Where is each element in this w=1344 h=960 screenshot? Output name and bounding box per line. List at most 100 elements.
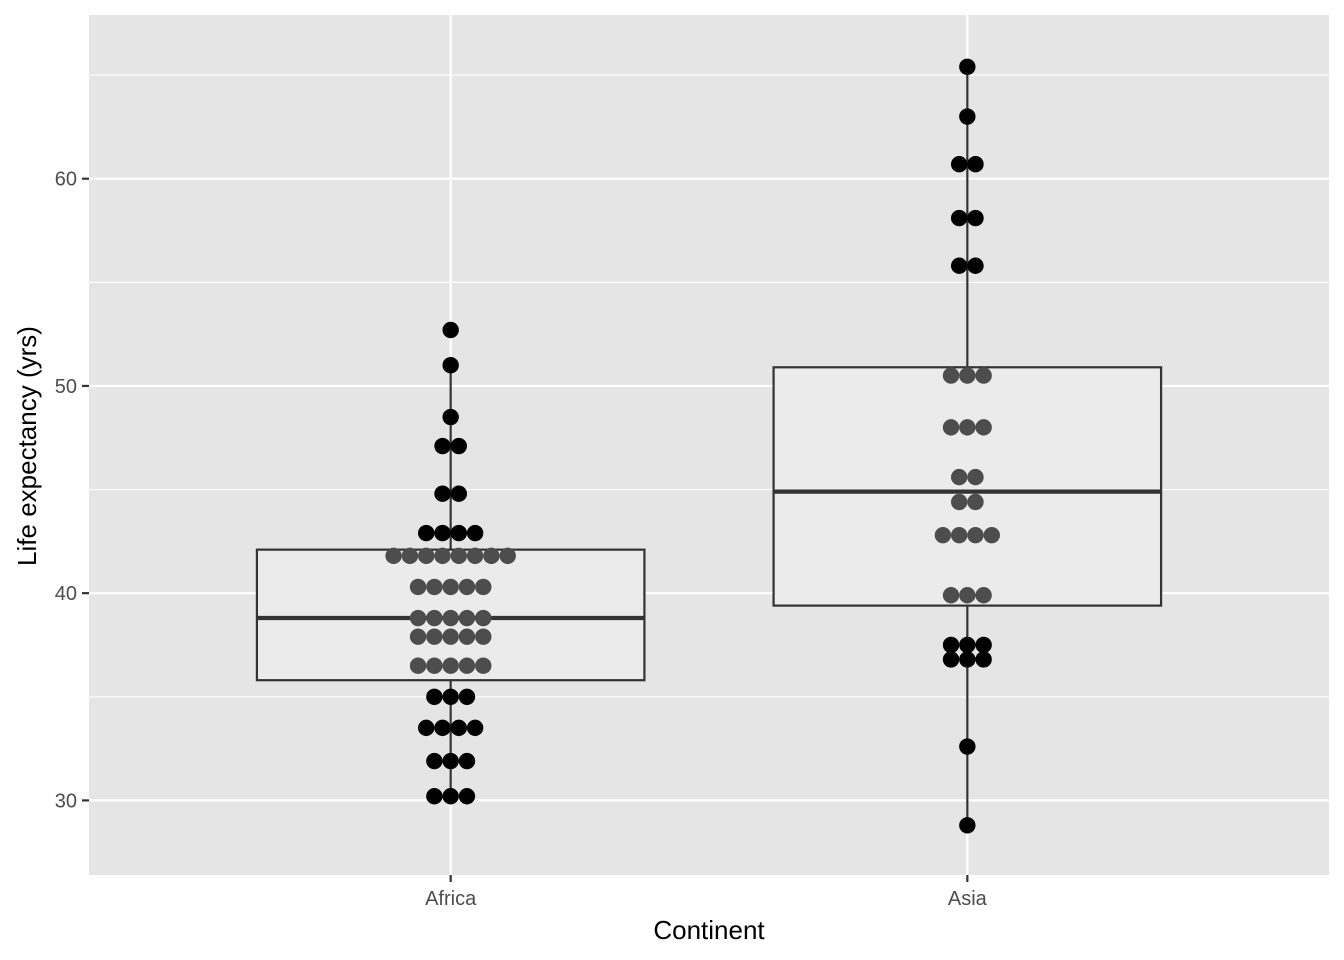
data-dot xyxy=(950,156,968,173)
data-dot xyxy=(959,636,976,654)
minor-gridlines xyxy=(89,74,1329,698)
data-dot xyxy=(450,437,468,455)
data-dot xyxy=(950,257,968,274)
dot-stacks xyxy=(385,58,1000,834)
x-tick-label: Asia xyxy=(948,888,988,910)
data-dot xyxy=(483,547,500,565)
x-axis-title: Continent xyxy=(653,915,765,945)
data-dot xyxy=(434,547,451,565)
data-dot xyxy=(418,524,435,542)
data-dot xyxy=(975,587,992,604)
data-dot xyxy=(418,719,435,737)
y-tick-label: 50 xyxy=(55,376,77,398)
data-dot xyxy=(475,609,492,627)
data-dot xyxy=(426,688,443,705)
data-dot xyxy=(942,587,960,604)
y-axis: 30 40 50 60 xyxy=(55,169,89,812)
data-dot xyxy=(434,524,451,542)
data-dot xyxy=(950,209,968,227)
data-dot xyxy=(434,437,451,455)
data-dot xyxy=(409,609,427,627)
data-dot xyxy=(409,657,427,674)
data-dot xyxy=(458,688,476,705)
data-dot xyxy=(442,578,459,596)
data-dot xyxy=(385,547,402,565)
data-dot xyxy=(458,578,476,596)
data-dot xyxy=(983,526,1000,544)
data-dot xyxy=(967,257,984,274)
data-dot xyxy=(959,738,976,755)
data-dot xyxy=(426,578,443,596)
data-dot xyxy=(975,636,992,654)
data-dot xyxy=(475,628,492,645)
data-dot xyxy=(967,493,984,511)
data-dot xyxy=(442,408,459,426)
data-dot xyxy=(975,367,992,384)
data-dot xyxy=(942,419,960,436)
data-dot xyxy=(434,719,451,737)
x-axis: Africa Asia xyxy=(425,875,988,910)
data-dot xyxy=(967,156,984,173)
data-dot xyxy=(466,547,484,565)
data-dot xyxy=(401,547,419,565)
data-dot xyxy=(442,657,459,674)
data-dot xyxy=(959,587,976,604)
data-dot xyxy=(934,526,952,544)
data-dot xyxy=(950,493,968,511)
data-dot xyxy=(950,526,968,544)
data-dot xyxy=(418,547,435,565)
data-dot xyxy=(967,526,984,544)
data-dot xyxy=(458,752,476,770)
data-dot xyxy=(942,636,960,654)
boxplot-asia xyxy=(772,66,1163,826)
data-dot xyxy=(450,719,468,737)
box xyxy=(772,366,1163,607)
data-dot xyxy=(942,367,960,384)
data-dot xyxy=(466,524,484,542)
data-dot xyxy=(426,657,443,674)
data-dot xyxy=(426,752,443,770)
data-dot xyxy=(426,609,443,627)
data-dot xyxy=(942,651,960,668)
data-dot xyxy=(442,609,459,627)
data-dot xyxy=(442,752,459,770)
data-dot xyxy=(967,468,984,486)
data-dot xyxy=(959,651,976,668)
y-axis-title: Life expectancy (yrs) xyxy=(12,326,42,566)
data-dot xyxy=(442,357,459,374)
data-dot xyxy=(475,657,492,674)
data-dot xyxy=(975,419,992,436)
data-dot xyxy=(967,209,984,227)
data-dot xyxy=(442,788,459,805)
data-dot xyxy=(466,719,484,737)
data-dot xyxy=(959,58,976,76)
data-dot xyxy=(442,321,459,339)
data-dot xyxy=(959,367,976,384)
data-dot xyxy=(442,628,459,645)
data-dot xyxy=(959,419,976,436)
y-tick-label: 60 xyxy=(55,169,77,191)
y-tick-label: 30 xyxy=(55,790,77,812)
data-dot xyxy=(950,468,968,486)
data-dot xyxy=(409,628,427,645)
data-dot xyxy=(426,788,443,805)
data-dot xyxy=(458,657,476,674)
data-dot xyxy=(450,547,468,565)
data-dot xyxy=(450,524,468,542)
data-dot xyxy=(959,108,976,125)
data-dot xyxy=(409,578,427,596)
data-dot xyxy=(458,628,476,645)
data-dot xyxy=(475,578,492,596)
data-dot xyxy=(426,628,443,645)
data-dot xyxy=(458,609,476,627)
data-dot xyxy=(959,817,976,834)
data-dot xyxy=(499,547,516,565)
data-dot xyxy=(442,688,459,705)
data-dot xyxy=(975,651,992,668)
data-dot xyxy=(434,485,451,502)
data-dot xyxy=(458,788,476,805)
y-tick-label: 40 xyxy=(55,583,77,605)
x-tick-label: Africa xyxy=(425,888,477,910)
data-dot xyxy=(450,485,468,502)
